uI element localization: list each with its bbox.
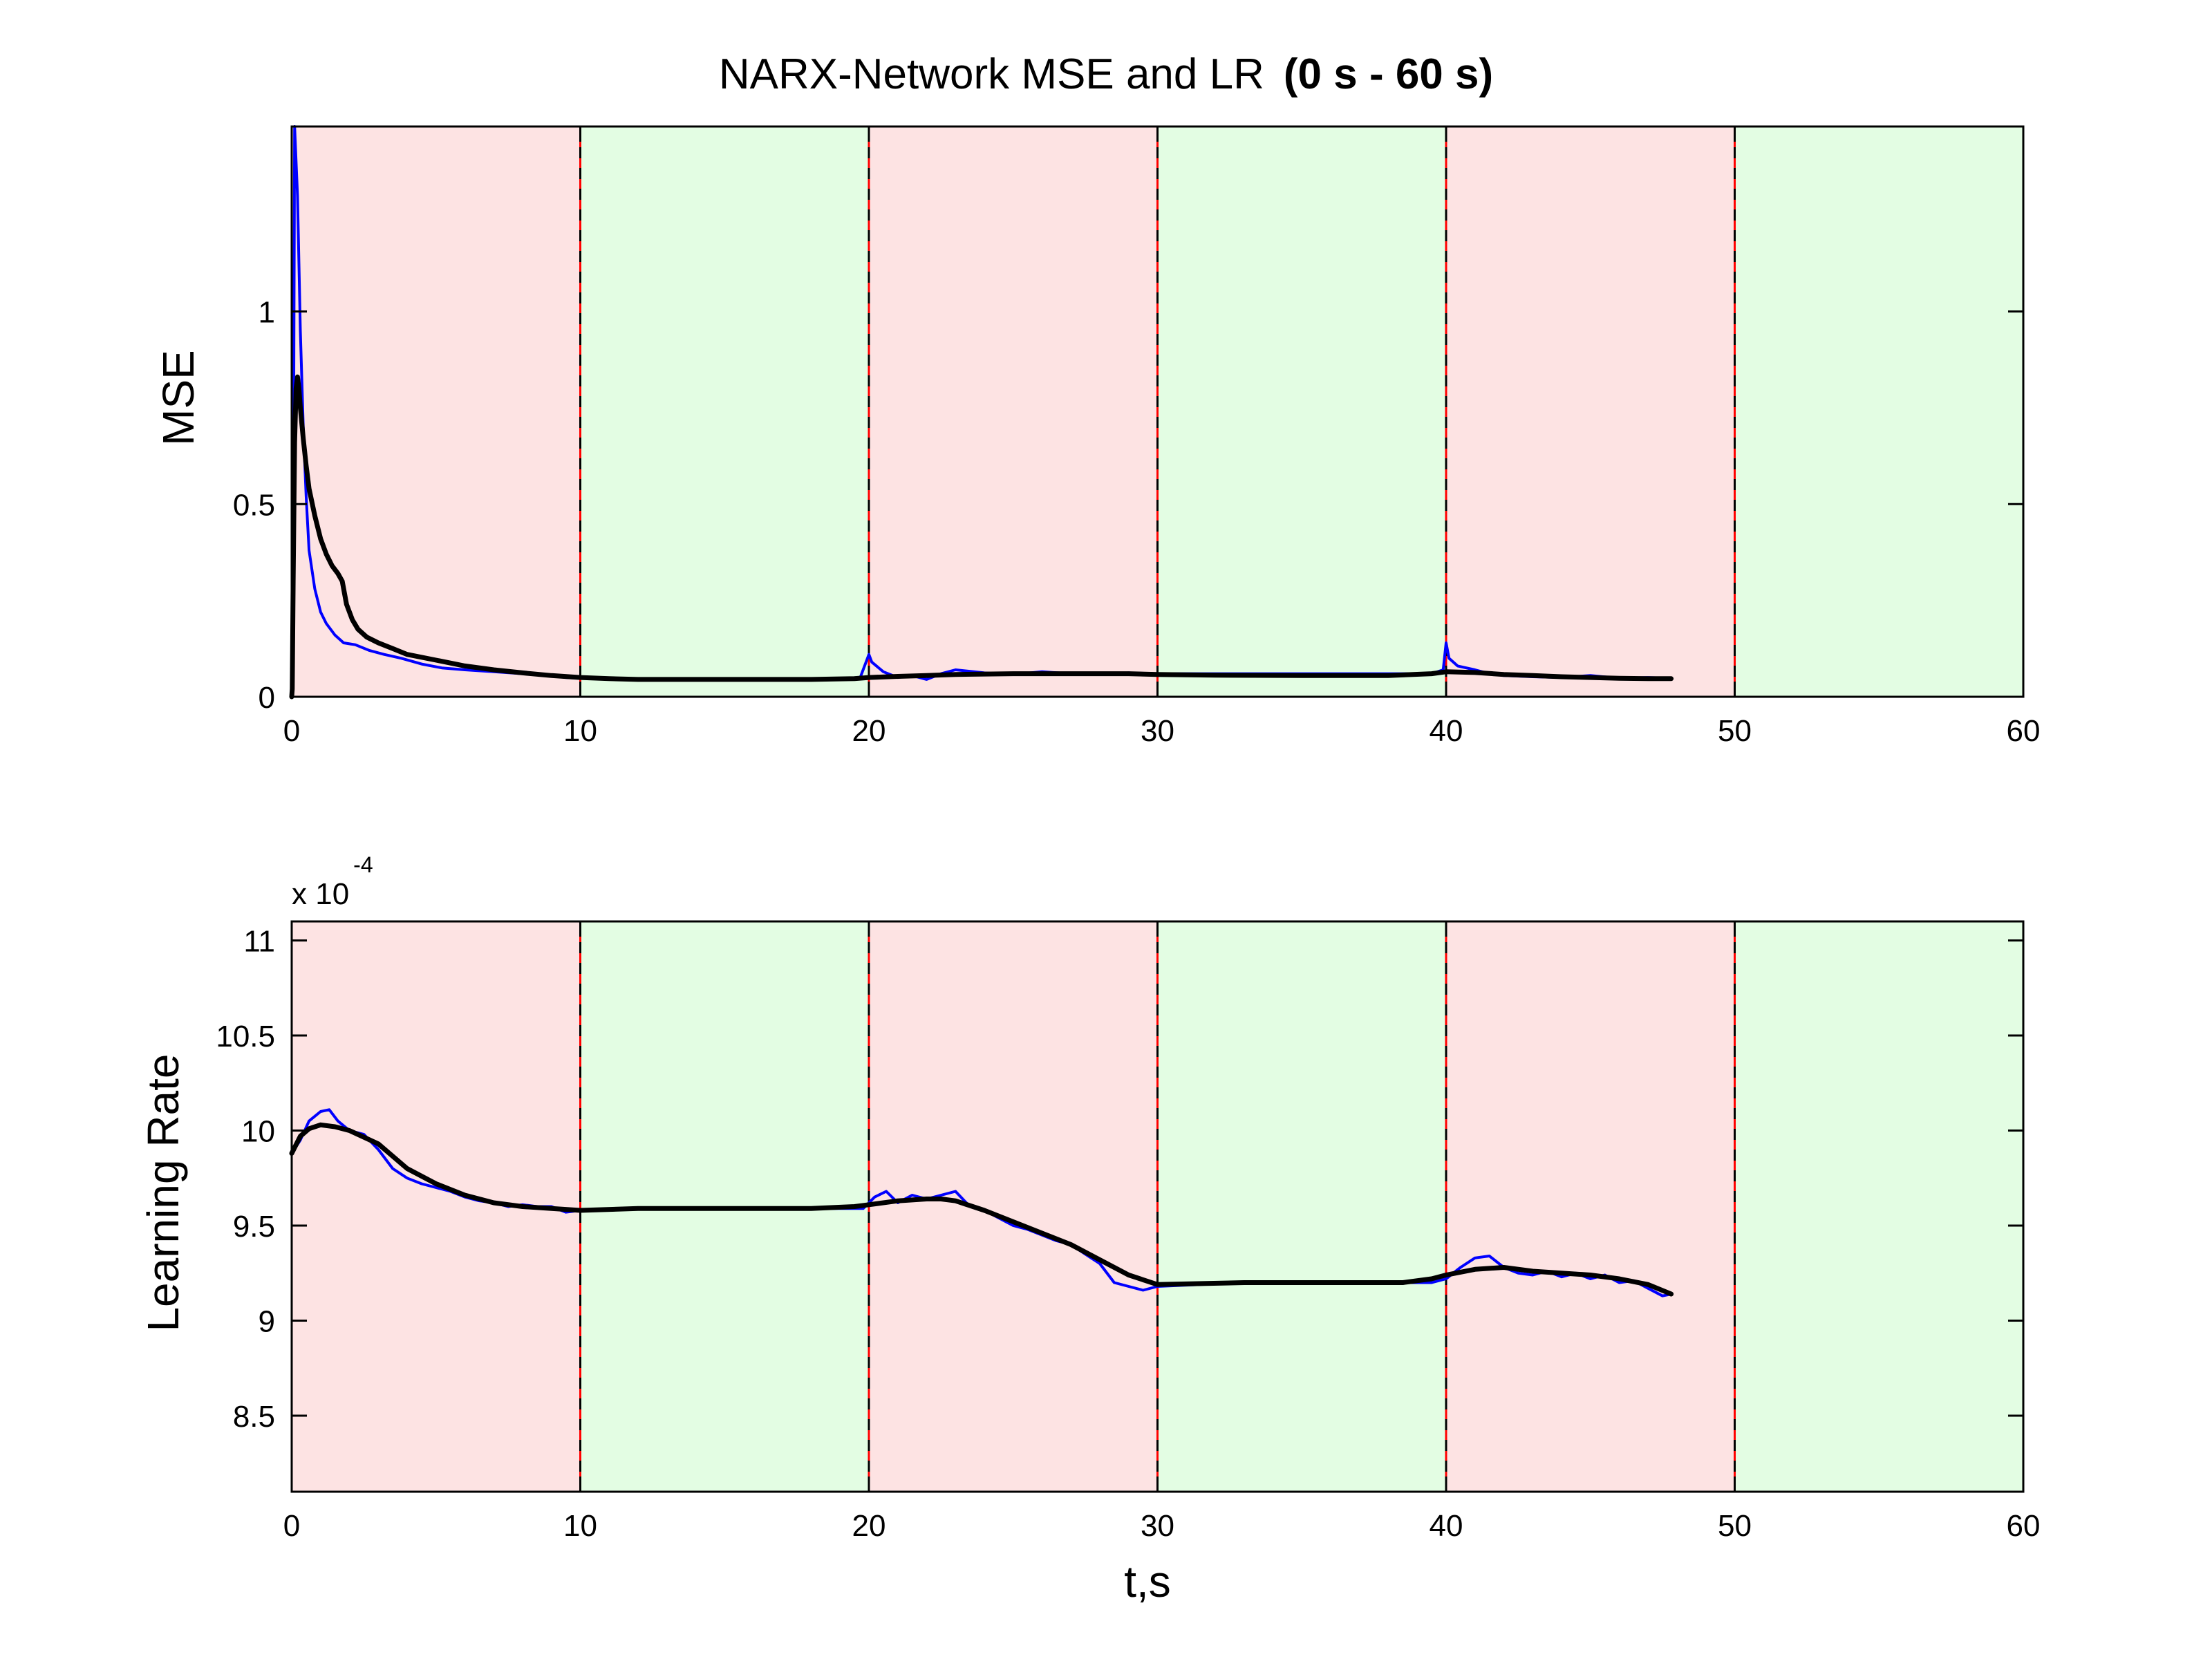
mse-xtick-label-6: 60 <box>2007 714 2041 748</box>
lr-ytick-label-0: 8.5 <box>233 1400 275 1434</box>
mse-band-green-3 <box>1157 126 1446 697</box>
mse-band-green-1 <box>580 126 869 697</box>
title-main: NARX-Network MSE and LR <box>719 50 1264 98</box>
lr-x-axis-label: t,s <box>1124 1557 1171 1606</box>
mse-y-axis-label: MSE <box>153 350 203 446</box>
mse-xtick-label-5: 50 <box>1718 714 1752 748</box>
mse-series <box>289 125 1674 700</box>
mse-band-red-4 <box>1446 126 1735 697</box>
mse-ytick-label-2: 1 <box>259 296 275 330</box>
lr-ytick-label-4: 10.5 <box>216 1020 275 1053</box>
mse-bands <box>292 126 2023 697</box>
mse-band-red-2 <box>869 126 1158 697</box>
lr-y-multiplier-base: x 10 <box>292 877 349 911</box>
mse-xtick-label-2: 20 <box>852 714 886 748</box>
mse-panel: 0 10 20 30 40 50 60 0 0.5 1 MSE <box>153 125 2041 748</box>
lr-bands <box>292 921 2023 1492</box>
lr-band-green-5 <box>1734 921 2023 1492</box>
mse-xtick-label-0: 0 <box>283 714 300 748</box>
lr-y-multiplier-exponent: -4 <box>353 852 373 877</box>
mse-ticks: 0 10 20 30 40 50 60 0 0.5 1 <box>233 126 2041 748</box>
mse-band-red-0 <box>292 126 581 697</box>
mse-series-smoothed <box>289 374 1674 700</box>
lr-xtick-label-4: 40 <box>1430 1509 1463 1543</box>
mse-xtick-label-1: 10 <box>563 714 597 748</box>
learning-rate-panel: 0 10 20 30 40 50 60 8.5 9 9.5 10 10.5 11 Learning Ra… <box>138 852 2040 1606</box>
mse-series-raw <box>290 125 1673 698</box>
title-bold: (0 s - 60 s) <box>1284 50 1493 98</box>
lr-ytick-label-1: 9 <box>259 1305 275 1339</box>
mse-xtick-label-3: 30 <box>1141 714 1174 748</box>
lr-band-green-3 <box>1157 921 1446 1492</box>
lr-xtick-label-2: 20 <box>852 1509 886 1543</box>
mse-band-green-5 <box>1734 126 2023 697</box>
mse-ytick-label-0: 0 <box>259 681 275 715</box>
lr-xtick-label-0: 0 <box>283 1509 300 1543</box>
lr-ytick-label-5: 11 <box>243 925 275 959</box>
lr-series-smoothed <box>289 1122 1674 1297</box>
lr-ticks: 0 10 20 30 40 50 60 8.5 9 9.5 10 10.5 11 <box>216 921 2040 1543</box>
lr-band-red-4 <box>1446 921 1735 1492</box>
lr-y-axis-label: Learning Rate <box>138 1053 188 1331</box>
lr-xtick-label-5: 50 <box>1718 1509 1752 1543</box>
chart-title: NARX-Network MSE and LR (0 s - 60 s) <box>719 50 1493 98</box>
lr-ytick-label-2: 9.5 <box>233 1210 275 1244</box>
mse-ytick-label-1: 0.5 <box>233 488 275 522</box>
lr-band-red-2 <box>869 921 1158 1492</box>
lr-xtick-label-3: 30 <box>1141 1509 1174 1543</box>
lr-ytick-label-3: 10 <box>241 1115 275 1149</box>
lr-series-raw <box>290 1108 1673 1297</box>
lr-series <box>289 1108 1674 1297</box>
lr-xtick-label-6: 60 <box>2007 1509 2041 1543</box>
lr-y-multiplier: x 10-4 <box>292 852 373 911</box>
mse-xtick-label-4: 40 <box>1430 714 1463 748</box>
lr-xtick-label-1: 10 <box>563 1509 597 1543</box>
